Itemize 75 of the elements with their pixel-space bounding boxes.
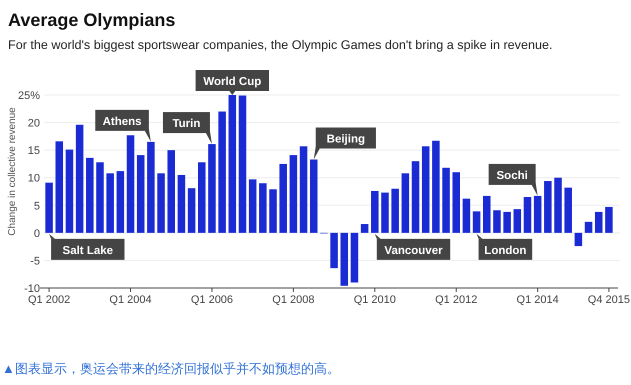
x-tick-label: Q1 2010 xyxy=(354,294,396,306)
annotation: World Cup xyxy=(203,76,262,88)
bar xyxy=(86,158,94,233)
bar xyxy=(167,150,175,233)
bar xyxy=(452,172,460,233)
bar xyxy=(106,173,114,233)
y-axis-title: Change in collective revenue xyxy=(7,106,18,236)
bar xyxy=(402,173,410,233)
y-tick-label: 20 xyxy=(28,118,40,130)
bar xyxy=(350,232,358,282)
x-tick-label: Q1 2002 xyxy=(28,294,70,306)
bar xyxy=(66,150,74,233)
bar xyxy=(178,174,186,233)
bar xyxy=(188,188,196,233)
bar xyxy=(269,189,277,233)
bar xyxy=(96,162,104,233)
y-tick-label: 5 xyxy=(34,200,40,212)
y-tick-label: 0 xyxy=(34,228,40,240)
bar xyxy=(524,197,532,233)
x-tick-label: Q1 2006 xyxy=(190,294,234,306)
bar xyxy=(126,135,134,233)
y-tick-label: 25% xyxy=(18,90,40,102)
bar xyxy=(493,210,501,233)
bar xyxy=(432,140,440,233)
bar xyxy=(422,146,430,233)
bar xyxy=(503,212,511,233)
bar xyxy=(218,112,226,233)
annotation: Sochi xyxy=(496,170,528,182)
annotation: Salt Lake xyxy=(62,244,114,257)
y-tick-label: 15 xyxy=(28,145,40,158)
annotation: Turin xyxy=(172,118,200,130)
bar xyxy=(290,155,298,233)
bar xyxy=(381,192,389,233)
bar xyxy=(238,96,246,233)
annotation: London xyxy=(484,244,526,257)
bar xyxy=(340,232,348,286)
bar xyxy=(56,141,64,233)
bar xyxy=(157,173,165,233)
bar xyxy=(594,212,602,233)
annotation: Vancouver xyxy=(384,244,444,257)
bar xyxy=(483,196,491,233)
y-tick-label: 10 xyxy=(28,172,40,185)
chart-title: Average Olympians xyxy=(8,10,176,30)
bar xyxy=(330,232,338,268)
bar xyxy=(514,209,522,233)
bar xyxy=(76,124,84,233)
bar xyxy=(391,188,399,233)
chart-subtitle: For the world's biggest sportswear companies, the Olympic Games don't bring a spike in revenue. xyxy=(8,38,552,52)
bar xyxy=(574,232,582,246)
bar xyxy=(564,188,572,233)
text: ▲图表显示，奥运会带来的经济回报似乎并不如预想的高。 xyxy=(2,361,340,376)
bar xyxy=(116,171,124,233)
y-tick-label: -10 xyxy=(24,283,40,295)
y-tick-label: -5 xyxy=(30,255,40,268)
bar xyxy=(544,181,552,233)
annotation: Beijing xyxy=(326,134,366,146)
bar xyxy=(360,224,368,233)
x-tick-label: Q1 2014 xyxy=(516,294,559,306)
bar xyxy=(259,183,267,233)
bar xyxy=(605,206,613,233)
bar xyxy=(462,198,470,233)
x-tick-label: Q1 2012 xyxy=(435,294,478,306)
bar xyxy=(248,179,256,233)
bar xyxy=(412,161,420,233)
bar xyxy=(300,146,308,233)
annotation: Athens xyxy=(102,116,142,128)
bar xyxy=(279,164,287,233)
x-tick-label: Q1 2008 xyxy=(272,294,314,306)
x-tick-label: Q1 2004 xyxy=(109,294,152,306)
bar xyxy=(198,162,206,233)
bar xyxy=(136,155,144,233)
bar xyxy=(442,168,450,233)
bar xyxy=(554,178,562,233)
x-tick-label: Q4 2015 xyxy=(588,294,630,306)
bar xyxy=(584,222,592,233)
